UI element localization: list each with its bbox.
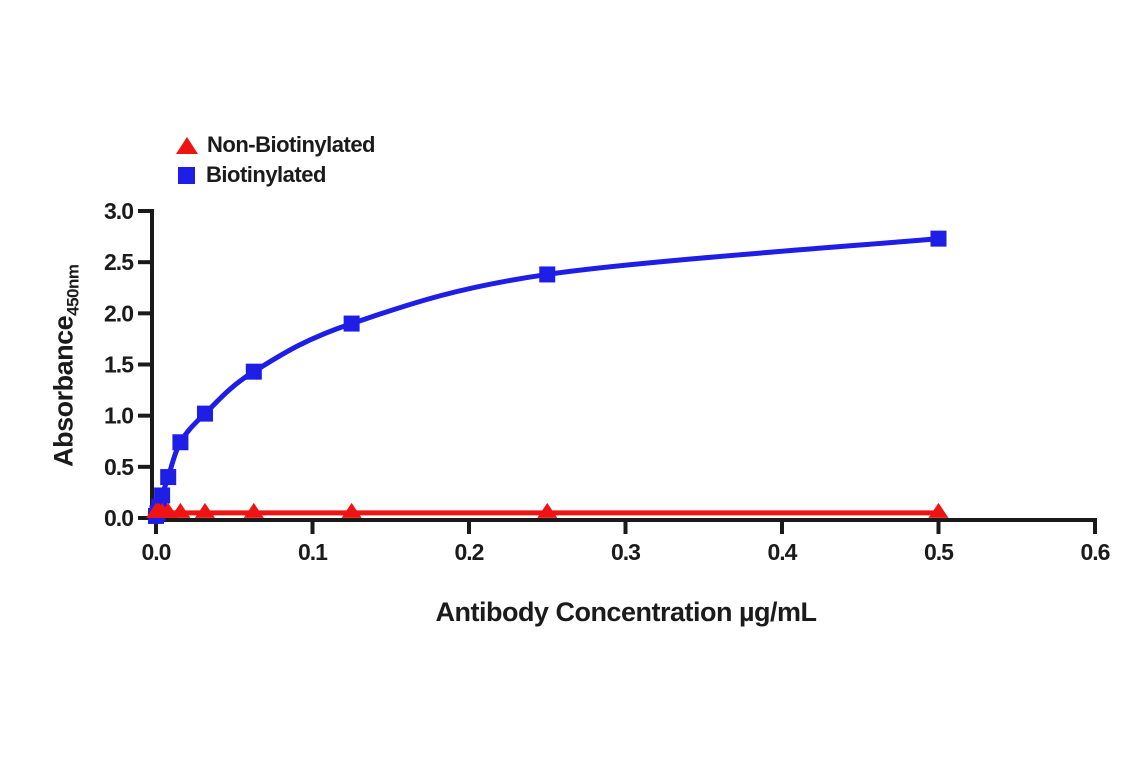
legend-label-biotinylated: Biotinylated	[206, 162, 326, 187]
biotinylated-data-point	[160, 469, 177, 486]
non-biotinylated-data-point	[194, 502, 215, 518]
biotinylated-data-point	[154, 487, 171, 504]
legend-item-non-biotinylated: Non-Biotinylated	[176, 130, 376, 160]
biotinylated-data-point	[172, 434, 189, 451]
y-tick-label: 0.0	[104, 505, 133, 531]
x-tick-label: 0.3	[611, 539, 640, 565]
non-biotinylated-data-point	[928, 502, 949, 518]
y-tick-label: 2.5	[104, 249, 134, 275]
non-biotinylated-data-point	[537, 502, 558, 518]
biotinylated-data-point	[196, 405, 213, 422]
x-tick-label: 0.5	[924, 539, 954, 565]
y-tick-label: 3.0	[104, 198, 133, 224]
biotinylated-data-point	[245, 363, 262, 380]
x-tick-label: 0.2	[455, 539, 484, 565]
blue-square-marker-icon	[178, 166, 195, 184]
biotinylated-data-point	[539, 266, 556, 283]
legend-label-non-biotinylated: Non-Biotinylated	[207, 132, 376, 157]
x-tick-label: 0.1	[298, 539, 328, 565]
biotinylated-data-point	[343, 315, 360, 332]
red-triangle-marker-icon	[176, 136, 198, 154]
non-biotinylated-data-point	[243, 502, 264, 518]
x-tick-label: 0.6	[1081, 539, 1110, 565]
legend-item-biotinylated: Biotinylated	[176, 160, 375, 190]
chart-legend: Non-Biotinylated Biotinylated	[176, 130, 376, 190]
x-tick-label: 0.0	[142, 539, 171, 565]
x-tick-label: 0.4	[768, 539, 798, 565]
non-biotinylated-data-point	[341, 502, 362, 518]
y-tick-label: 2.0	[104, 300, 133, 326]
non-biotinylated-data-point	[170, 502, 191, 518]
x-axis-title: Antibody Concentration µg/mL	[435, 597, 817, 627]
y-tick-label: 0.5	[104, 454, 134, 480]
y-tick-label: 1.5	[104, 352, 134, 378]
biotinylated-data-point	[930, 230, 947, 247]
y-tick-label: 1.0	[104, 403, 133, 429]
